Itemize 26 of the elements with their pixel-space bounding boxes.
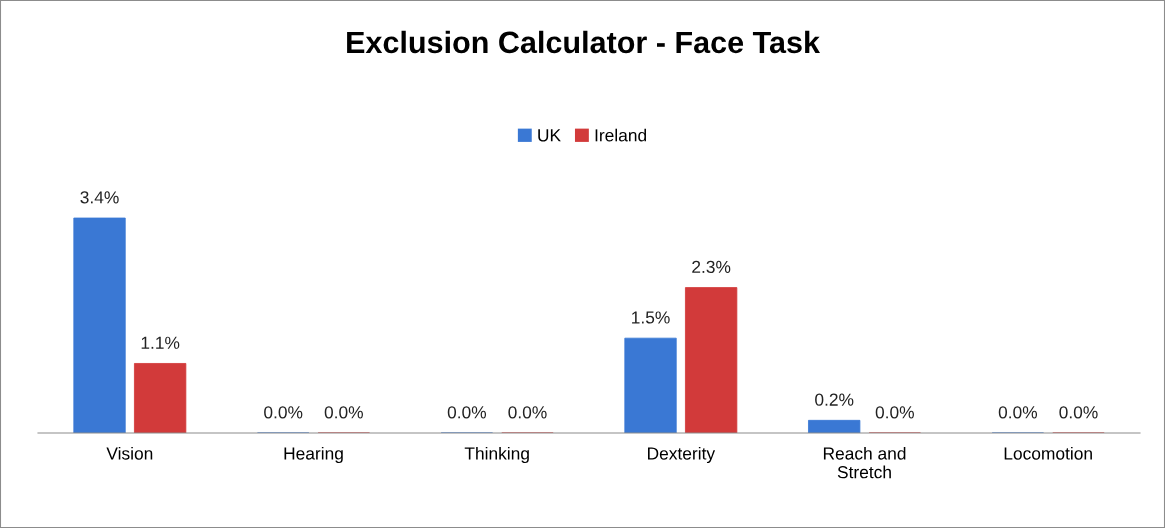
legend-label: UK (538, 129, 561, 142)
x-tick-label: Hearing (284, 446, 343, 464)
data-label: 0.0% (508, 406, 547, 419)
x-tick-label: Vision (106, 446, 153, 460)
bar (134, 363, 187, 433)
x-tick-label: Dexterity (648, 446, 716, 464)
data-label: 1.5% (632, 311, 670, 324)
bar (685, 287, 738, 433)
data-label: 0.0% (875, 406, 914, 419)
bar (73, 217, 126, 433)
chart-title: Exclusion Calculator - Face Task (347, 30, 821, 54)
legend-label: Ireland (595, 128, 647, 142)
x-tick-label: Thinking (464, 446, 529, 464)
data-label: 0.0% (1059, 406, 1098, 419)
data-label: 0.0% (998, 406, 1038, 419)
x-tick-label: Locomotion (1004, 446, 1092, 460)
bar (808, 419, 861, 433)
data-label: 0.0% (447, 406, 487, 419)
data-label: 3.4% (80, 191, 119, 204)
data-label: 1.1% (141, 336, 180, 349)
x-tick-label: Reach and Stretch (823, 446, 906, 479)
data-label: 2.3% (692, 260, 731, 274)
data-label: 0.2% (815, 393, 854, 406)
data-label: 0.0% (264, 406, 303, 419)
data-label: 0.0% (324, 406, 363, 419)
bar (624, 337, 677, 433)
